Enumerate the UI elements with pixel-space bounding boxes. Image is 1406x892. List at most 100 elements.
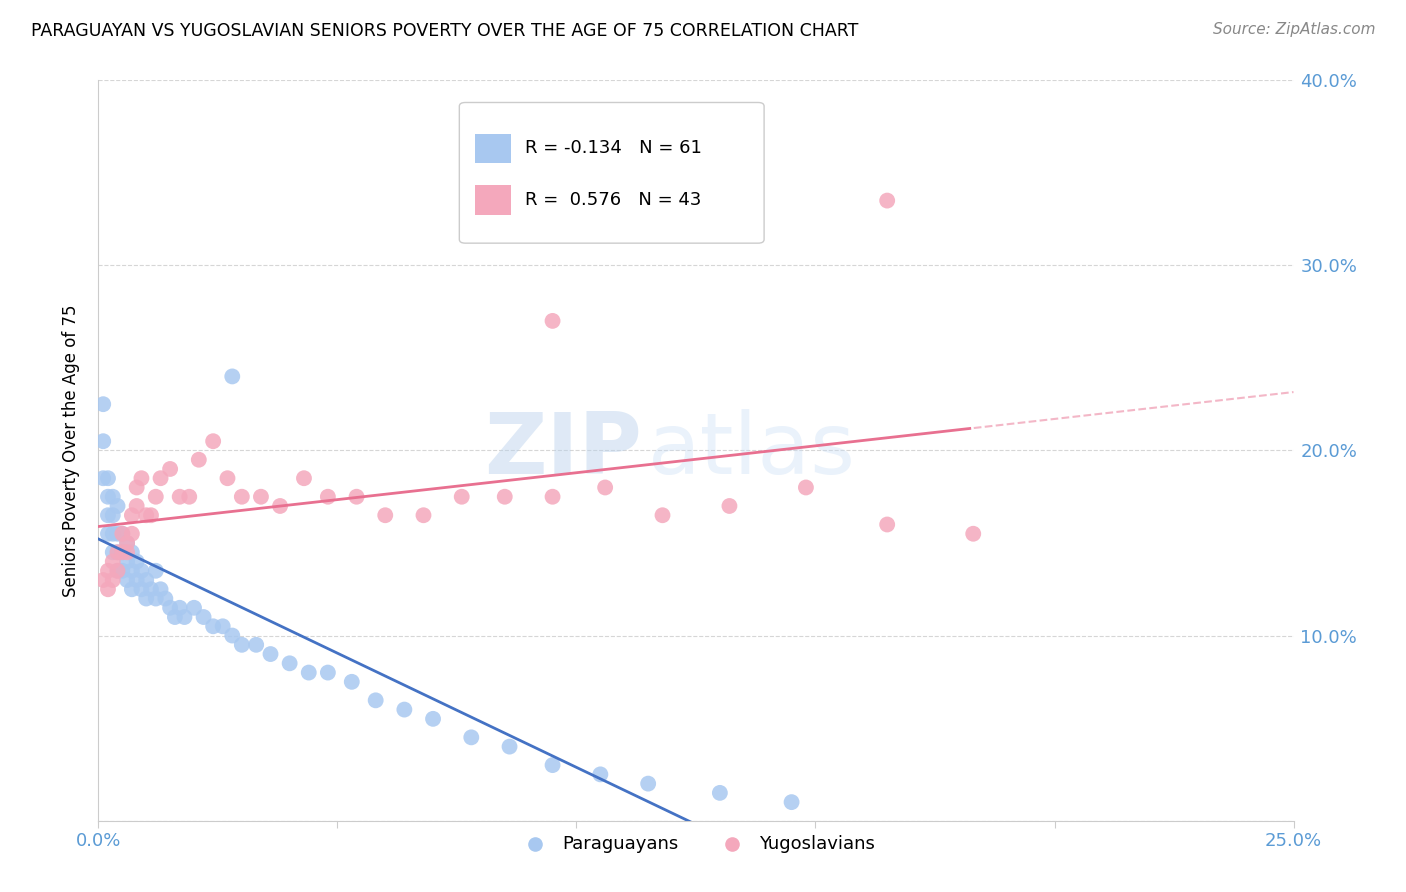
Point <box>145 490 167 504</box>
FancyBboxPatch shape <box>475 134 510 163</box>
Point <box>374 508 396 523</box>
Point <box>97 526 120 541</box>
Point <box>250 490 273 504</box>
Point <box>169 490 191 504</box>
Point <box>231 490 253 504</box>
Point <box>115 536 138 550</box>
Point <box>135 591 157 606</box>
Point <box>115 545 138 559</box>
FancyBboxPatch shape <box>460 103 763 244</box>
Point <box>202 434 225 449</box>
Point <box>794 481 817 495</box>
Point <box>593 481 616 495</box>
Point <box>91 573 114 587</box>
Point <box>101 545 124 559</box>
Point <box>107 564 129 578</box>
Point <box>709 786 731 800</box>
Point <box>91 397 114 411</box>
Point <box>125 554 148 569</box>
Point <box>780 795 803 809</box>
Point <box>494 490 516 504</box>
Point <box>131 582 153 597</box>
Point <box>278 657 301 671</box>
Point <box>111 545 134 559</box>
Point <box>135 508 157 523</box>
Point <box>450 490 472 504</box>
Point <box>115 554 138 569</box>
Point <box>107 545 129 559</box>
Point <box>159 600 181 615</box>
Point <box>211 619 233 633</box>
Point <box>125 573 148 587</box>
Point <box>589 767 612 781</box>
Point <box>412 508 434 523</box>
Point <box>97 564 120 578</box>
Point <box>422 712 444 726</box>
Point <box>91 434 114 449</box>
Point <box>145 564 167 578</box>
Y-axis label: Seniors Poverty Over the Age of 75: Seniors Poverty Over the Age of 75 <box>62 304 80 597</box>
Point <box>101 554 124 569</box>
Point <box>121 564 143 578</box>
Point <box>159 462 181 476</box>
Point <box>101 490 124 504</box>
Point <box>97 490 120 504</box>
Point <box>179 490 201 504</box>
Point <box>121 508 143 523</box>
FancyBboxPatch shape <box>475 186 510 215</box>
Point <box>541 314 564 328</box>
Point <box>155 591 177 606</box>
Point <box>107 499 129 513</box>
Point <box>121 582 143 597</box>
Point <box>149 471 172 485</box>
Point <box>111 545 134 559</box>
Point <box>101 526 124 541</box>
Point <box>125 481 148 495</box>
Point <box>316 490 339 504</box>
Point <box>121 526 143 541</box>
Point <box>292 471 315 485</box>
Point <box>637 776 659 791</box>
Point <box>269 499 291 513</box>
Point <box>111 564 134 578</box>
Point <box>460 731 482 745</box>
Point <box>125 499 148 513</box>
Point <box>541 490 564 504</box>
Point <box>111 526 134 541</box>
Point <box>97 582 120 597</box>
Point <box>101 508 124 523</box>
Point <box>107 545 129 559</box>
Point <box>364 693 387 707</box>
Point <box>115 536 138 550</box>
Point <box>183 600 205 615</box>
Point <box>187 452 209 467</box>
Point <box>145 591 167 606</box>
Point <box>169 600 191 615</box>
Text: atlas: atlas <box>648 409 856 492</box>
Point <box>121 545 143 559</box>
Point <box>217 471 239 485</box>
Point <box>193 610 215 624</box>
Point <box>221 628 243 642</box>
Point <box>97 508 120 523</box>
Point <box>131 564 153 578</box>
Point <box>718 499 741 513</box>
Point <box>962 526 984 541</box>
Point <box>298 665 321 680</box>
Text: PARAGUAYAN VS YUGOSLAVIAN SENIORS POVERTY OVER THE AGE OF 75 CORRELATION CHART: PARAGUAYAN VS YUGOSLAVIAN SENIORS POVERT… <box>31 22 858 40</box>
Point <box>135 573 157 587</box>
Point <box>115 573 138 587</box>
Point <box>876 194 898 208</box>
Text: R = -0.134   N = 61: R = -0.134 N = 61 <box>524 139 702 157</box>
Point <box>541 758 564 772</box>
Point <box>101 573 124 587</box>
Point <box>139 508 162 523</box>
Point <box>202 619 225 633</box>
Point <box>107 564 129 578</box>
Point <box>149 582 172 597</box>
Point <box>245 638 267 652</box>
Point <box>231 638 253 652</box>
Point <box>107 526 129 541</box>
Text: R =  0.576   N = 43: R = 0.576 N = 43 <box>524 191 702 210</box>
Point <box>221 369 243 384</box>
